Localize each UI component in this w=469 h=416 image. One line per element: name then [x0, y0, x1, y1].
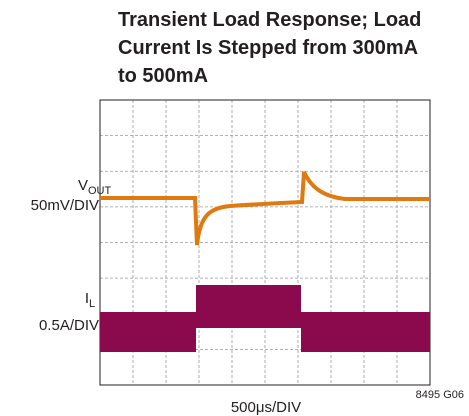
trace-band [301, 312, 430, 352]
figure-note: 8495 G06 [416, 389, 464, 401]
title-line: to 500mA [118, 65, 208, 87]
trace-scale: 50mV/DIV [31, 197, 99, 214]
trace-band [100, 312, 196, 352]
trace-subscript: L [89, 298, 95, 310]
x-label: 500μs/DIV [231, 399, 301, 416]
trace-scale: 0.5A/DIV [39, 317, 99, 334]
figure: Transient Load Response; Load Current Is… [0, 0, 469, 416]
trace-name: V [78, 177, 88, 194]
title-line: Current Is Stepped from 300mA [118, 37, 418, 59]
trace-band [196, 285, 301, 328]
title-line: Transient Load Response; Load [118, 9, 421, 31]
trace-subscript: OUT [88, 185, 112, 197]
